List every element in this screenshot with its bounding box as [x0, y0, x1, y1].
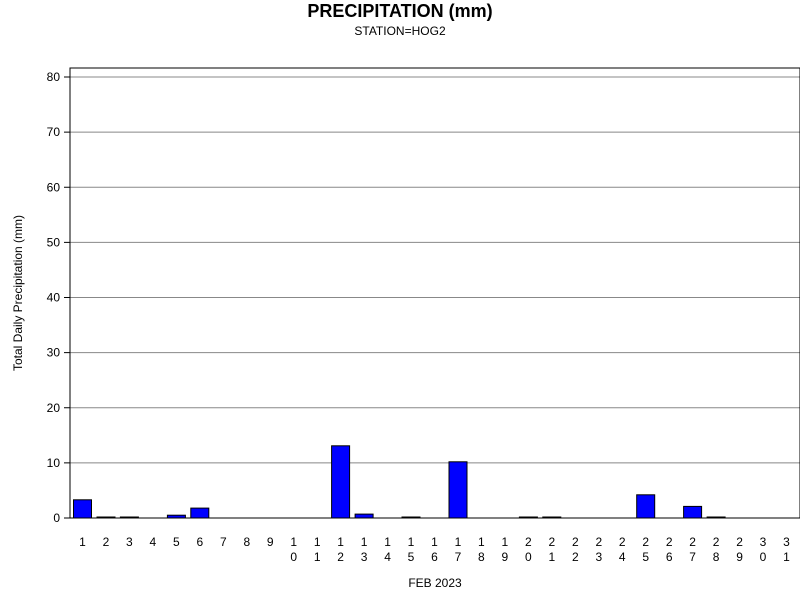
- plot-frame: [69, 67, 800, 519]
- bars: [73, 445, 726, 519]
- y-tick-label: 0: [53, 511, 60, 525]
- x-tick-label: 9: [267, 535, 274, 549]
- grid-lines: [70, 76, 800, 464]
- x-tick-label: 3: [126, 535, 133, 549]
- x-axis-ticks: 1 2 3 4 5 6 7 8 9 1 01 11 21 31 41 51 61 71 81 92 02 12 22 32 42…: [79, 535, 790, 564]
- x-tick-label: 4: [150, 535, 157, 549]
- y-tick-label: 10: [47, 456, 61, 470]
- bar-day-17: [448, 461, 468, 519]
- bar-day-6: [190, 507, 210, 519]
- y-tick-label: 30: [47, 346, 61, 360]
- y-tick-label: 70: [47, 125, 61, 139]
- bar-day-13: [354, 513, 374, 519]
- x-tick-label: 7: [220, 535, 227, 549]
- y-axis-ticks: 0 10 20 30 40 50 60 70 80: [47, 70, 70, 525]
- chart-title: PRECIPITATION (mm): [307, 1, 492, 21]
- bar-day-1: [73, 499, 92, 519]
- x-tick-label: 2: [103, 535, 110, 549]
- chart-subtitle: STATION=HOG2: [354, 24, 446, 38]
- bar-day-12: [331, 445, 351, 519]
- bar-day-27: [683, 505, 703, 519]
- x-axis-label: FEB 2023: [408, 576, 462, 590]
- y-tick-label: 40: [47, 291, 61, 305]
- y-tick-label: 20: [47, 401, 61, 415]
- x-tick-label: 1: [79, 535, 86, 549]
- y-tick-label: 50: [47, 235, 61, 249]
- bar-day-25: [636, 494, 656, 519]
- y-tick-label: 60: [47, 180, 61, 194]
- y-axis-label: Total Daily Precipitation (mm): [11, 215, 25, 371]
- x-tick-label: 8: [243, 535, 250, 549]
- y-tick-label: 80: [47, 70, 61, 84]
- x-tick-label: 6: [196, 535, 203, 549]
- x-tick-label: 5: [173, 535, 180, 549]
